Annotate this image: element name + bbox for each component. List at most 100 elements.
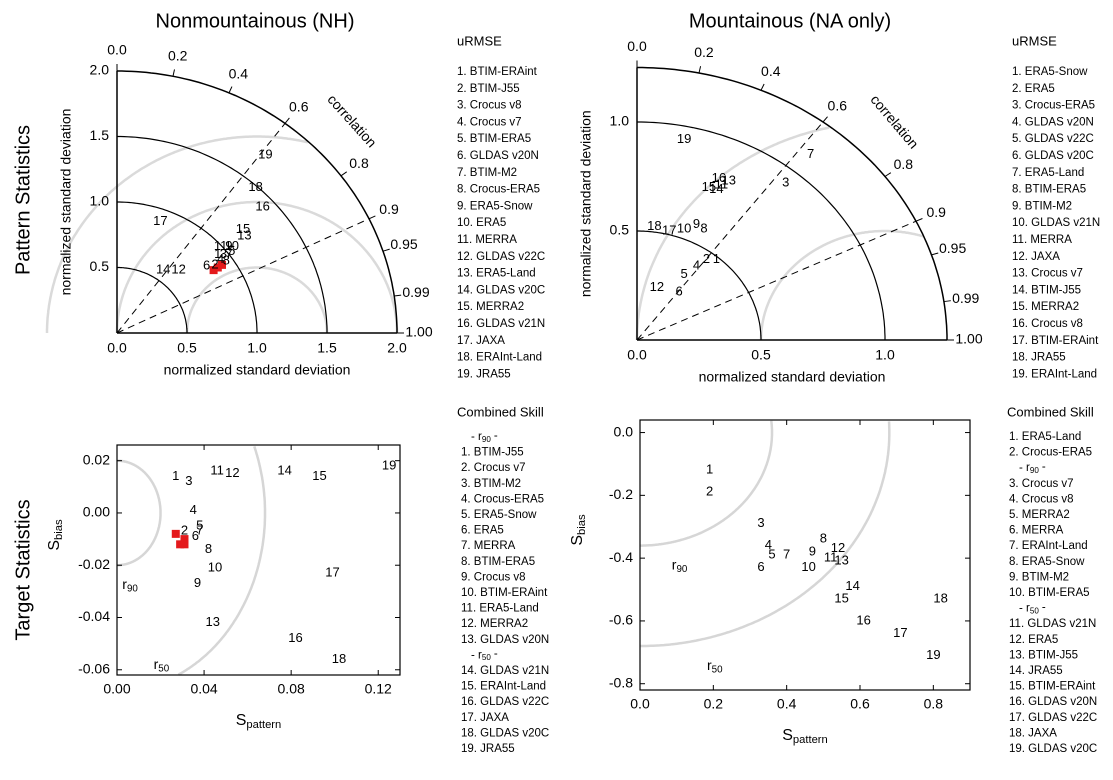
point-label: 12: [831, 540, 845, 555]
chart-title: Mountainous (NA only): [689, 10, 891, 32]
plot-frame: [639, 419, 971, 691]
y-tick-label: 0.00: [83, 504, 110, 520]
std-arc: [117, 201, 258, 333]
square-marker: [180, 535, 189, 544]
arc-label: r50: [707, 657, 723, 675]
legend-entry: 3. Crocus v7: [1009, 478, 1074, 490]
point-label: 16: [255, 199, 269, 214]
point-label: 12: [225, 465, 239, 480]
point-label: 2: [211, 256, 218, 271]
angle-tick-label: 0.6: [828, 97, 848, 113]
legend-entry: 5. ERA5-Snow: [461, 509, 537, 521]
legend-separator: - r90-: [471, 430, 498, 444]
square-marker: [171, 529, 180, 538]
legend-entry: 8. Crocus-ERA5: [457, 184, 540, 196]
legend-entry: 13. ERA5-Land: [457, 268, 536, 280]
legend-entry: 12. JAXA: [1012, 251, 1060, 263]
legend-entry: 14. GLDAS v20C: [457, 284, 545, 296]
angle-tick-label: 0.2: [168, 47, 188, 63]
point-label: 13: [834, 553, 848, 568]
legend-entry: 15. BTIM-ERAint: [1009, 681, 1096, 693]
legend-entry: 16. GLDAS v20N: [1009, 696, 1097, 708]
legend-entry: 17. JAXA: [457, 335, 505, 347]
legend-entry: 12. GLDAS v22C: [457, 251, 545, 263]
legend-entry: 5. GLDAS v22C: [1012, 133, 1094, 145]
legend-entry: 10. BTIM-ERAint: [461, 587, 548, 599]
angle-tick-label: 0.9: [379, 201, 399, 217]
legend-entry: 16. GLDAS v22C: [461, 696, 549, 708]
legend-entry: 4. Crocus-ERA5: [461, 493, 544, 505]
x-axis-label: normalized standard deviation: [164, 362, 351, 378]
urmse-arc: [185, 266, 329, 333]
legend-entry: 10. GLDAS v21N: [1012, 217, 1100, 229]
square-marker: [209, 266, 218, 275]
point-label: 15: [312, 468, 326, 483]
x-axis-label-part: pattern: [793, 734, 828, 746]
point-label: 4: [217, 251, 224, 266]
legend-entry: 14. GLDAS v21N: [461, 665, 549, 677]
y-tick-label: 0.5: [610, 222, 630, 238]
point-label: 11: [715, 177, 729, 192]
arc-label: r90: [122, 576, 138, 594]
angle-tick-label: 0.8: [894, 156, 914, 172]
angle-tick-label: 1.00: [955, 331, 982, 347]
point-label: 11: [824, 550, 838, 565]
legend-entry: 15. MERRA2: [457, 301, 524, 313]
y-tick-label: 1.0: [610, 113, 630, 129]
arc-label-part: r: [154, 656, 159, 672]
legend-entry: 14. BTIM-J55: [1012, 284, 1081, 296]
x-tick-label: 0.2: [704, 696, 724, 712]
legend-entry: 3. Crocus v8: [457, 100, 522, 112]
angle-tick: [340, 171, 348, 177]
point-label: 2: [181, 523, 188, 538]
arc-label-part: r: [672, 556, 677, 572]
arc-label-part: 50: [712, 664, 723, 675]
legend-entry: 1. BTIM-J55: [461, 447, 524, 459]
legend-entry: 9. BTIM-M2: [1012, 200, 1072, 212]
angle-tick-label: 0.4: [761, 63, 781, 79]
legend-entry: 2. Crocus v7: [461, 462, 526, 474]
legend-entry: 16. GLDAS v21N: [457, 318, 545, 330]
arc-label-part: 90: [676, 564, 687, 575]
legend-entry: 4. GLDAS v20N: [1012, 116, 1094, 128]
square-marker: [213, 263, 222, 272]
x-tick-label: 1.0: [247, 340, 267, 356]
angle-axis-label: correlation: [867, 91, 921, 151]
point-label: 7: [783, 546, 790, 561]
legend-title: uRMSE: [457, 33, 502, 48]
point-label: 16: [712, 170, 726, 185]
legend-entry: 7. BTIM-M2: [457, 167, 517, 179]
angle-tick-label: 0.9: [927, 204, 947, 220]
y-tick-label: 1.0: [90, 193, 110, 209]
angle-tick-label: 0.99: [952, 290, 979, 306]
point-label: 13: [237, 227, 251, 242]
legend-entry: 6. MERRA: [1009, 525, 1064, 537]
angle-tick: [284, 117, 290, 124]
legend-separator-part: - r: [471, 431, 482, 443]
legend-entry: 17. BTIM-ERAint: [1012, 335, 1099, 347]
x-axis-label: normalized standard deviation: [699, 369, 886, 385]
point-label: 19: [258, 146, 272, 161]
y-tick-label: 0.0: [614, 423, 634, 439]
x-tick-label: 0.0: [107, 340, 127, 356]
legend-entry: 19. JRA55: [457, 368, 511, 380]
point-label: 8: [820, 531, 827, 546]
legend-separator-part: -: [494, 430, 498, 442]
std-arc: [637, 66, 948, 340]
y-axis-label-part: bias: [53, 519, 65, 540]
angle-tick-label: 0.4: [229, 65, 249, 81]
legend-entry: 11. GLDAS v21N: [1009, 618, 1096, 630]
x-tick-label: 0.04: [190, 681, 217, 697]
point-label: 5: [768, 546, 775, 561]
point-label: 14: [845, 578, 859, 593]
legend-entry: 4. Crocus v8: [1009, 493, 1074, 505]
legend-entry: 18. JAXA: [1009, 727, 1057, 739]
point-label: 19: [926, 647, 940, 662]
arc-label: r50: [154, 656, 170, 674]
std-arc: [637, 230, 762, 340]
point-label: 8: [700, 220, 707, 235]
point-label: 9: [809, 543, 816, 558]
angle-tick: [382, 248, 390, 252]
point-label: 3: [782, 174, 789, 189]
point-label: 2: [706, 484, 713, 499]
